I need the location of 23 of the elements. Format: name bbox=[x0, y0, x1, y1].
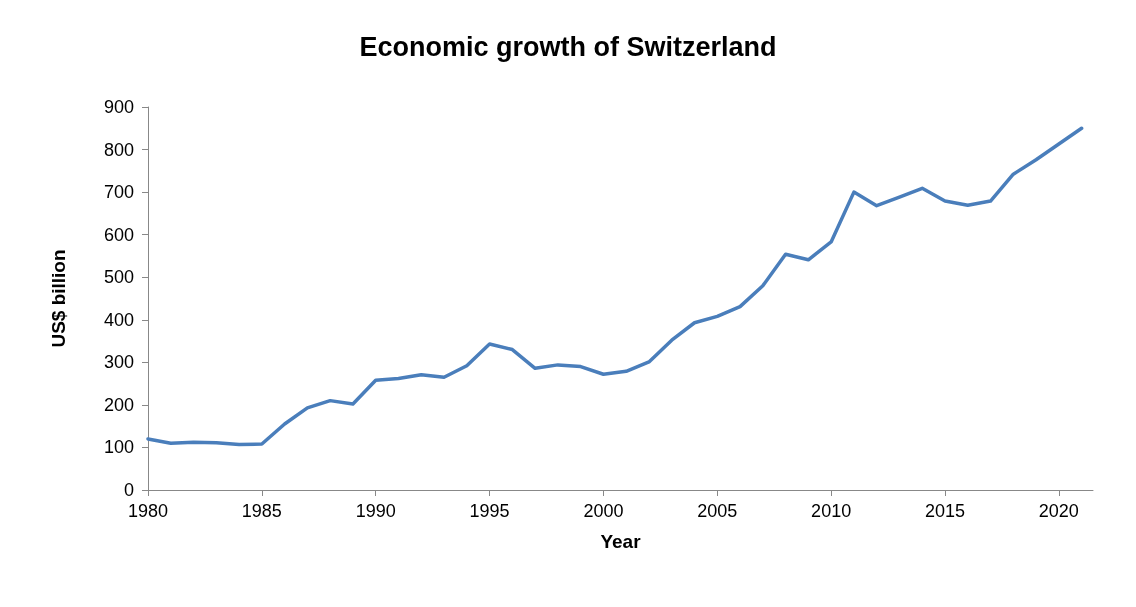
y-tick-label: 100 bbox=[103, 437, 134, 458]
y-axis-title: US$ billion bbox=[48, 249, 69, 348]
x-tick-label: 1995 bbox=[469, 501, 510, 521]
x-axis-title: Year bbox=[600, 531, 642, 552]
y-tick-label: 800 bbox=[103, 139, 134, 160]
line-series bbox=[146, 126, 1084, 447]
x-tick-label: 2015 bbox=[924, 501, 966, 521]
x-tick-label: 1985 bbox=[241, 501, 282, 521]
y-tick-label: 600 bbox=[103, 224, 134, 245]
y-tick-label: 300 bbox=[103, 352, 134, 373]
x-tick-label: 2010 bbox=[811, 501, 852, 521]
y-tick-label: 500 bbox=[103, 267, 134, 288]
y-tick-label: 0 bbox=[123, 480, 134, 500]
x-tick-label: 2020 bbox=[1038, 501, 1079, 521]
x-tick-label: 1980 bbox=[127, 501, 169, 521]
x-tick-label: 2000 bbox=[583, 501, 624, 521]
chart-title: Economic growth of Switzerland bbox=[359, 31, 777, 62]
y-tick-label: 200 bbox=[103, 394, 134, 415]
x-tick-label: 2005 bbox=[697, 501, 738, 521]
y-tick-label: 400 bbox=[103, 309, 134, 330]
y-tick-label: 900 bbox=[103, 97, 134, 117]
x-tick-label: 1990 bbox=[355, 501, 396, 521]
y-tick-label: 700 bbox=[103, 182, 134, 203]
